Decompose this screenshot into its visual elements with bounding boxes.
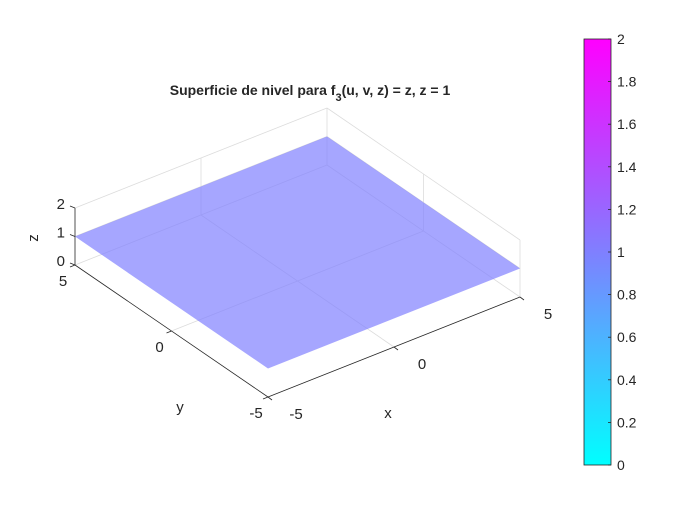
colorbar-tick-label: 0.8 bbox=[617, 287, 637, 303]
level-surface bbox=[75, 136, 520, 369]
x-tick-label: -5 bbox=[289, 406, 302, 423]
colorbar-tick-label: 0.2 bbox=[617, 414, 637, 430]
y-tick bbox=[166, 330, 172, 334]
x-tick-label: 5 bbox=[544, 306, 552, 323]
colorbar-tick-label: 1.4 bbox=[617, 159, 637, 175]
colorbar bbox=[583, 38, 612, 466]
x-tick bbox=[393, 346, 399, 351]
colorbar-tick-label: 1.2 bbox=[617, 201, 637, 217]
z-tick bbox=[69, 234, 76, 237]
colorbar-tick-label: 1.6 bbox=[617, 116, 637, 132]
y-axis-label: y bbox=[176, 399, 184, 416]
colorbar-tick-label: 2 bbox=[617, 31, 625, 47]
colorbar-tick-label: 1.8 bbox=[617, 74, 637, 90]
axes-3d: -5 0 5 -5 0 5 0 1 2 bbox=[57, 107, 552, 423]
x-tick bbox=[519, 296, 525, 301]
y-tick bbox=[69, 264, 76, 268]
x-tick-label: 0 bbox=[418, 356, 426, 373]
x-axis-label: x bbox=[384, 405, 392, 422]
colorbar-tick-label: 1 bbox=[617, 244, 625, 260]
y-tick-label: 5 bbox=[59, 273, 67, 290]
z-tick-label: 1 bbox=[57, 225, 65, 242]
y-tick-label: 0 bbox=[155, 339, 163, 356]
z-tick-label: 2 bbox=[57, 196, 65, 213]
z-tick bbox=[69, 262, 76, 266]
colorbar-tick-label: 0.4 bbox=[617, 372, 637, 388]
x-tick bbox=[267, 396, 273, 401]
colorbar-tick-label: 0.6 bbox=[617, 329, 637, 345]
colorbar-ticks: 0 0.2 0.4 0.6 0.8 1 1.2 1.4 1.6 1.8 2 bbox=[608, 31, 637, 473]
y-tick bbox=[262, 396, 269, 400]
z-axis-label: z bbox=[25, 234, 42, 242]
chart-title: Superficie de nivel para f3(u, v, z) = z… bbox=[170, 82, 451, 104]
y-tick-label: -5 bbox=[249, 405, 262, 422]
colorbar-tick-label: 0 bbox=[617, 457, 625, 473]
z-tick-label: 0 bbox=[57, 253, 65, 270]
z-tick bbox=[69, 205, 76, 209]
